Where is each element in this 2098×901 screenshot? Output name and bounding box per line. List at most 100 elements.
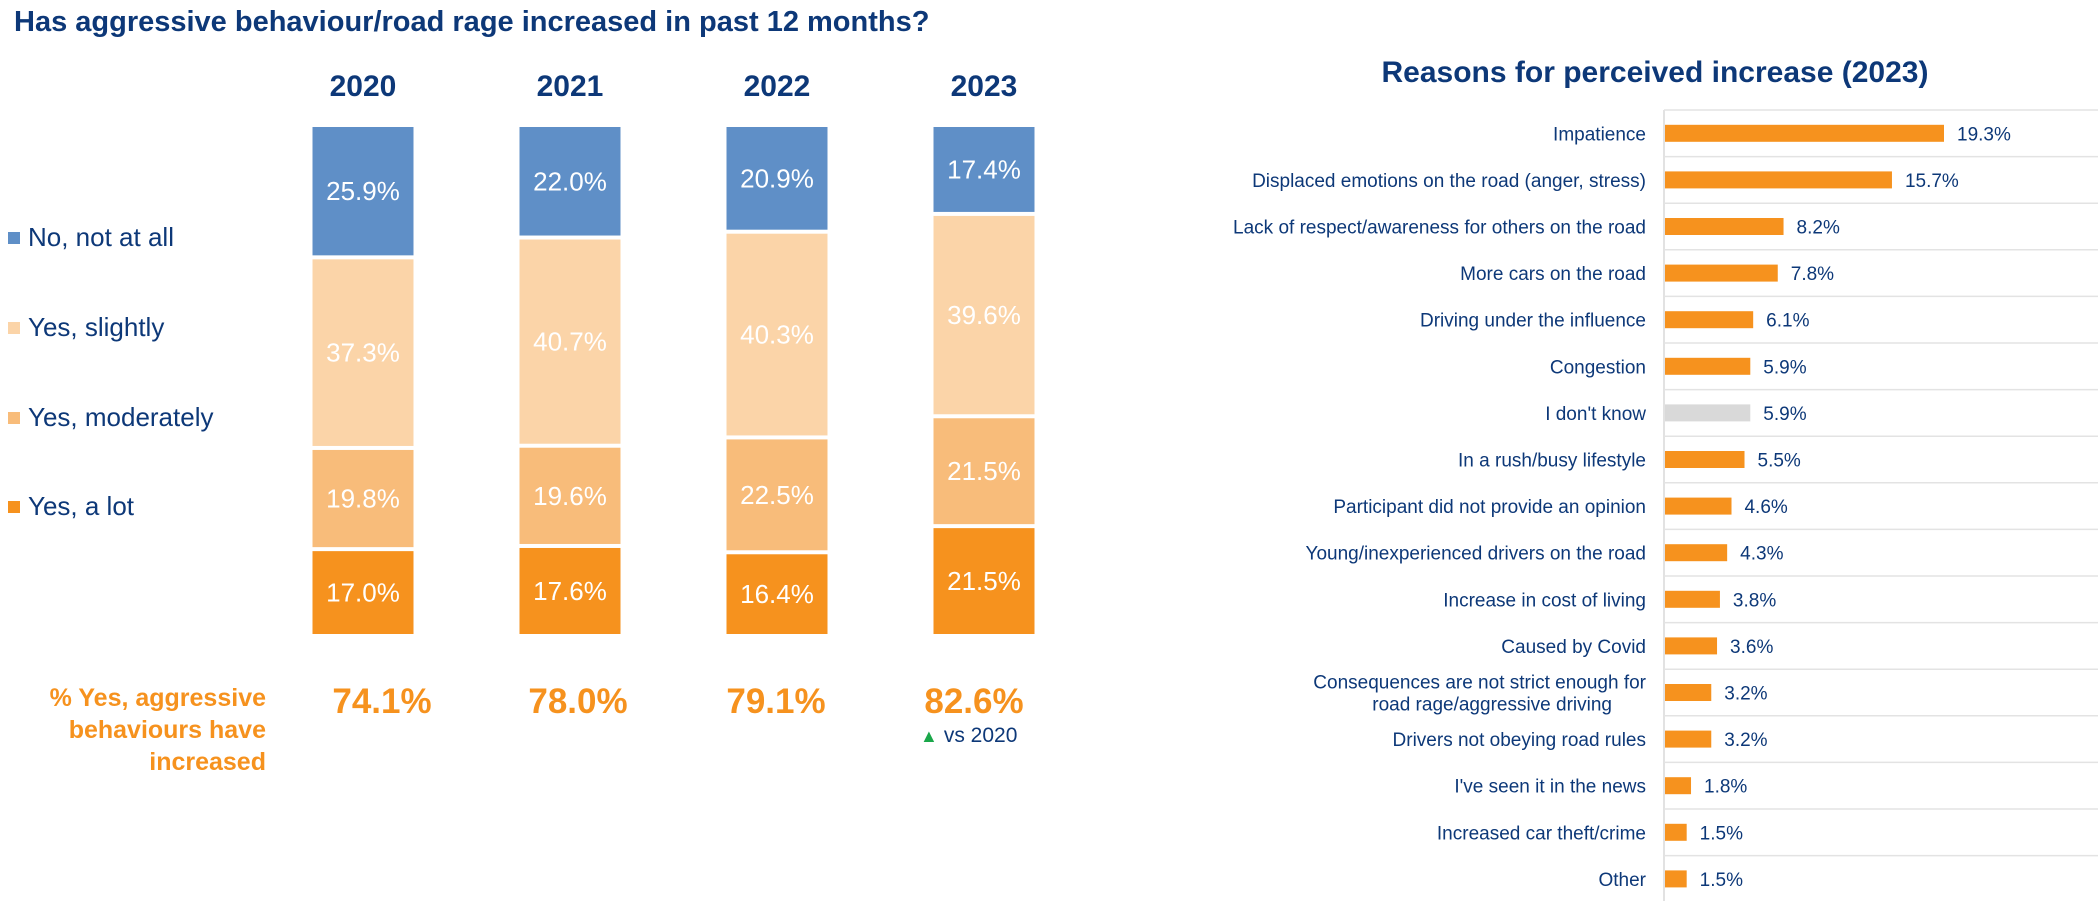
bar-segment-yes-a-lot-2020	[312, 551, 414, 634]
reason-value-label: 5.9%	[1763, 357, 1806, 378]
legend-item-yes-slightly: Yes, slightly	[8, 312, 164, 343]
reason-category-label-line: Driving under the influence	[1420, 311, 1646, 332]
legend-swatch-icon	[8, 411, 20, 424]
reason-category-label: Consequences are not strict enough for ro…	[1313, 673, 1646, 716]
segment-value-label: 20.9%	[740, 163, 814, 193]
segment-value-label: 40.7%	[533, 327, 607, 357]
reason-category-label: Participant did not provide an opinion	[1333, 497, 1646, 518]
segment-value-label: 16.4%	[740, 579, 814, 609]
reason-value-label: 5.5%	[1758, 451, 1801, 472]
reason-category-label-line: Caused by Covid	[1501, 637, 1646, 658]
reason-bar	[1665, 870, 1687, 888]
segment-value-label: 22.5%	[740, 480, 814, 510]
reason-category-label-line: I don't know	[1545, 404, 1646, 425]
reason-bar	[1665, 264, 1778, 282]
bar-segment-no-not-at-all-2021	[519, 127, 621, 236]
reason-value-label: 1.5%	[1700, 870, 1743, 891]
reason-value-label: 19.3%	[1957, 124, 2011, 145]
change-note: ▲ vs 2020	[920, 724, 1017, 748]
reason-category-label: Congestion	[1550, 357, 1646, 378]
reason-value-label: 3.2%	[1724, 684, 1767, 705]
stacked-bar-chart: 2020 17.0% 19.8% 37.3% 25.9% 2021 17.6% 19.6% 40…	[312, 70, 1035, 634]
reason-bar	[1665, 404, 1751, 422]
reason-category-label-line: Young/inexperienced drivers on the road	[1306, 544, 1646, 565]
reason-category-label-line: Other	[1598, 870, 1646, 891]
reason-category-label-line: I've seen it in the news	[1454, 777, 1646, 798]
legend-swatch-icon	[8, 231, 20, 244]
reason-category-label-line: More cars on the road	[1460, 264, 1646, 285]
bar-segment-yes-a-lot-2022	[726, 554, 828, 634]
legend-label: Yes, moderately	[28, 402, 214, 432]
segment-value-label: 21.5%	[947, 456, 1021, 486]
reason-category-label-line: Participant did not provide an opinion	[1333, 497, 1646, 518]
year-label-2021: 2021	[537, 70, 604, 103]
reason-value-label: 6.1%	[1766, 311, 1809, 332]
year-label-2022: 2022	[744, 70, 811, 103]
bar-segment-yes-slightly-2022	[726, 233, 828, 436]
reason-bar	[1665, 451, 1745, 468]
reason-value-label: 15.7%	[1905, 171, 1959, 192]
reason-value-label: 3.6%	[1730, 637, 1773, 658]
reason-bar	[1665, 777, 1692, 795]
bar-segment-yes-moderately-2020	[312, 449, 414, 548]
segment-value-label: 19.6%	[533, 481, 607, 511]
year-label-2020: 2020	[330, 70, 397, 103]
reason-value-label: 7.8%	[1791, 264, 1834, 285]
reason-category-label: Displaced emotions on the road (anger, s…	[1252, 171, 1646, 192]
legend-item-yes-moderately: Yes, moderately	[8, 402, 213, 433]
summary-total-2023: 82.6%	[924, 682, 1024, 721]
summary-total-2020: 74.1%	[332, 682, 432, 721]
reason-category-label: I don't know	[1545, 404, 1646, 425]
reason-category-label: Increase in cost of living	[1443, 590, 1646, 611]
reason-bar	[1665, 124, 1944, 142]
reason-bar	[1665, 357, 1751, 375]
segment-value-label: 19.8%	[326, 484, 400, 514]
left-chart-title: Has aggressive behaviour/road rage incre…	[14, 6, 930, 38]
reason-value-label: 1.8%	[1704, 777, 1747, 798]
reason-category-label: Young/inexperienced drivers on the road	[1306, 544, 1646, 565]
reason-bar	[1665, 311, 1754, 329]
segment-value-label: 17.0%	[326, 578, 400, 608]
legend-swatch-icon	[8, 500, 20, 513]
bar-segment-no-not-at-all-2023	[933, 127, 1035, 212]
segment-value-label: 21.5%	[947, 566, 1021, 596]
reason-bar	[1665, 730, 1712, 748]
reason-value-label: 1.5%	[1700, 823, 1743, 844]
reason-category-label: Other	[1598, 870, 1646, 891]
reason-category-label-line: Increased car theft/crime	[1437, 823, 1646, 844]
reason-bar	[1665, 637, 1718, 655]
reason-category-label: More cars on the road	[1460, 264, 1646, 285]
reason-category-label: Driving under the influence	[1420, 311, 1646, 332]
bar-segment-yes-moderately-2021	[519, 447, 621, 544]
segment-value-label: 25.9%	[326, 176, 400, 206]
summary-total-2021: 78.0%	[528, 682, 628, 721]
bar-segment-yes-moderately-2023	[933, 418, 1035, 525]
bar-segment-yes-a-lot-2021	[519, 547, 621, 634]
reason-category-label: Drivers not obeying road rules	[1393, 730, 1646, 751]
reason-category-label-line: Consequences are not strict enough for	[1313, 673, 1646, 694]
reason-bar	[1665, 590, 1720, 608]
segment-value-label: 40.3%	[740, 320, 814, 350]
segment-value-label: 17.6%	[533, 576, 607, 606]
reason-category-label-line: Impatience	[1553, 124, 1646, 145]
legend-label: Yes, a lot	[28, 491, 135, 521]
reason-category-label: Impatience	[1553, 124, 1646, 145]
legend-label: Yes, slightly	[28, 312, 165, 342]
reason-bar	[1665, 684, 1712, 701]
year-label-2023: 2023	[951, 70, 1018, 103]
reason-category-label-line: Drivers not obeying road rules	[1393, 730, 1646, 751]
reason-bar	[1665, 218, 1784, 235]
reason-category-label-line: In a rush/busy lifestyle	[1458, 451, 1646, 472]
reason-value-label: 8.2%	[1797, 218, 1840, 239]
reason-bar	[1665, 171, 1892, 189]
reason-category-label: I've seen it in the news	[1454, 777, 1646, 798]
reason-category-label-line: Increase in cost of living	[1443, 590, 1646, 611]
reason-category-label: In a rush/busy lifestyle	[1458, 451, 1646, 472]
change-note-text: vs 2020	[943, 724, 1018, 747]
reason-bar	[1665, 497, 1732, 515]
reason-category-label-line: Displaced emotions on the road (anger, s…	[1252, 171, 1646, 192]
up-triangle-icon: ▲	[920, 726, 938, 746]
reason-bar	[1665, 823, 1687, 841]
segment-value-label: 39.6%	[947, 300, 1021, 330]
